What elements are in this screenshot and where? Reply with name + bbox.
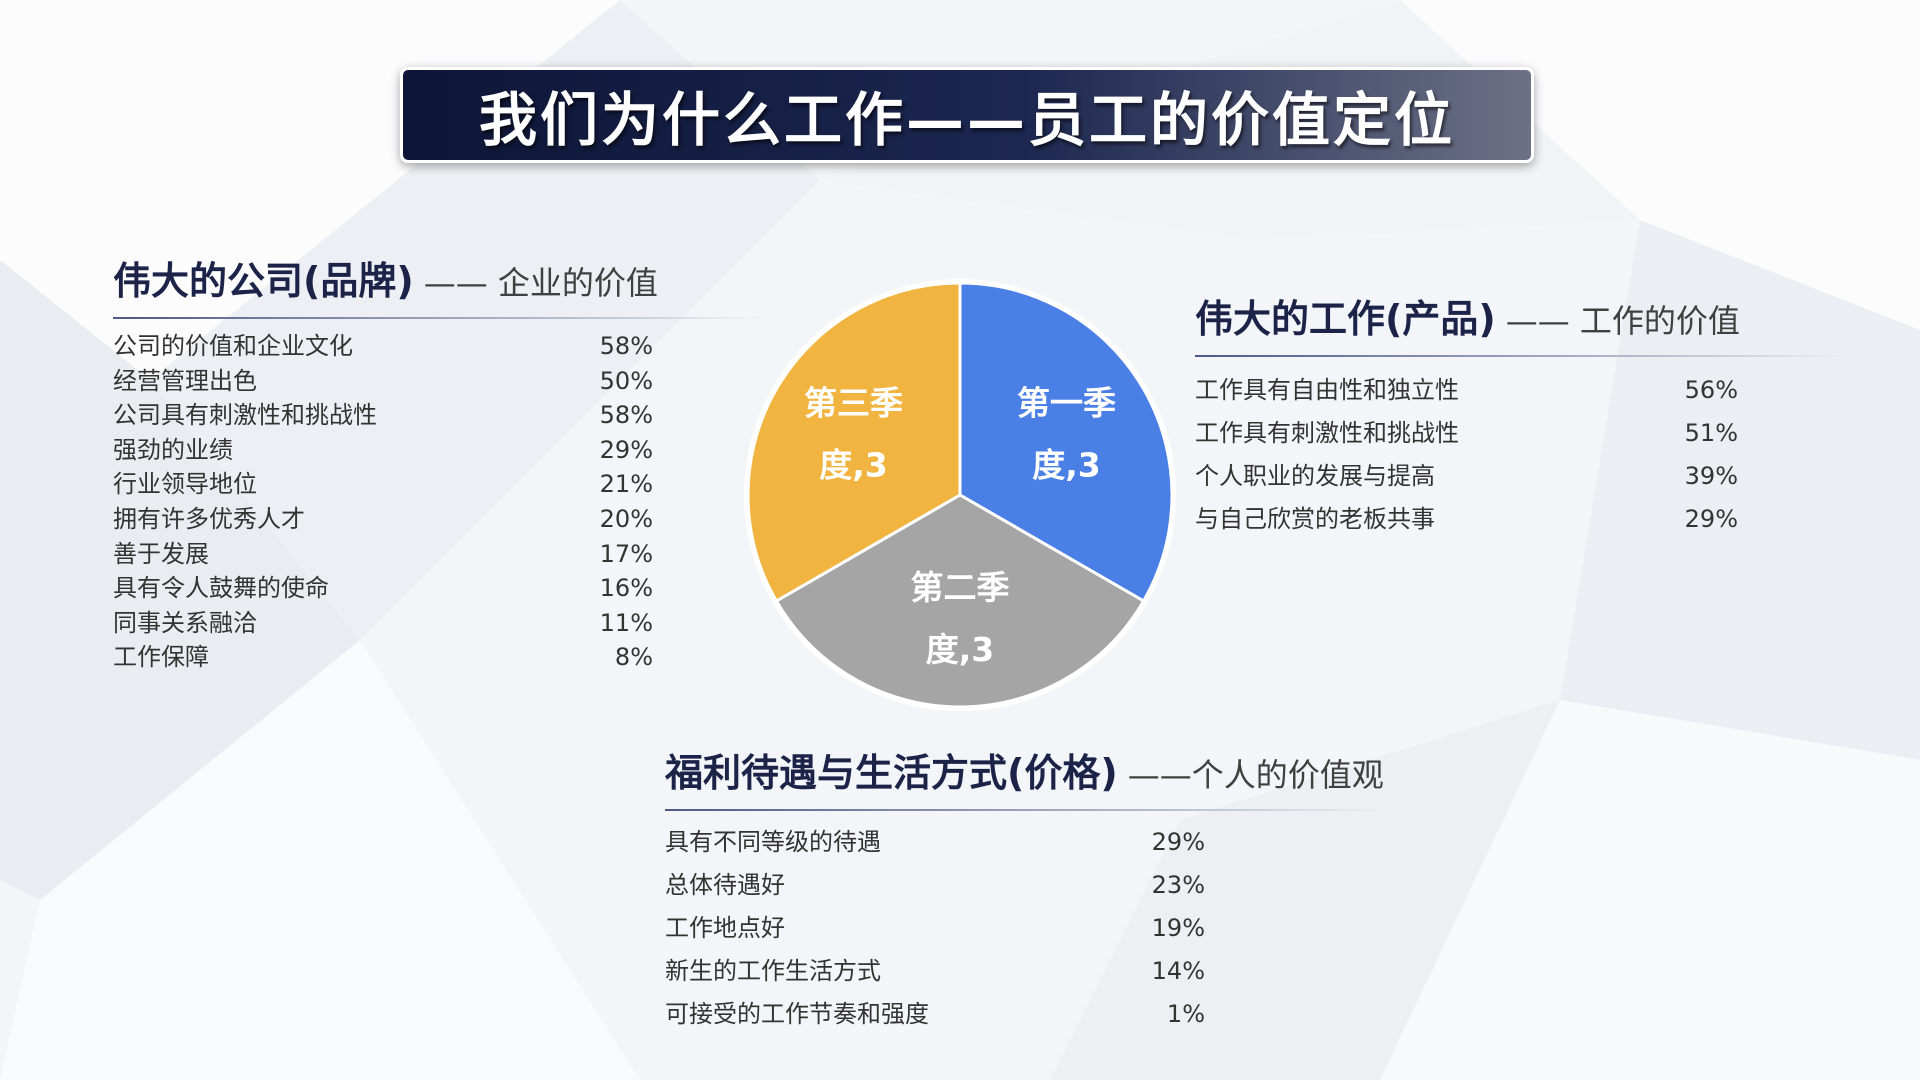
- list-item: 新生的工作生活方式 14%: [665, 950, 1205, 993]
- section-divider: [665, 809, 1385, 811]
- item-value: 29%: [599, 435, 653, 464]
- item-list: 具有不同等级的待遇 29% 总体待遇好 23% 工作地点好 19% 新生的工作生活方式…: [665, 821, 1205, 1036]
- list-item: 工作具有自由性和独立性 56%: [1195, 369, 1738, 412]
- item-label: 同事关系融洽: [113, 608, 257, 637]
- section-subtitle: —— 工作的价值: [1505, 302, 1740, 340]
- list-item: 拥有许多优秀人才 20%: [113, 502, 653, 537]
- item-label: 拥有许多优秀人才: [113, 504, 305, 533]
- item-value: 58%: [599, 401, 653, 430]
- item-label: 工作具有刺激性和挑战性: [1195, 419, 1459, 447]
- item-list: 公司的价值和企业文化 58% 经营管理出色 50% 公司具有刺激性和挑战性 58% 强…: [113, 329, 653, 675]
- section-divider: [1195, 355, 1845, 357]
- item-label: 经营管理出色: [113, 366, 257, 395]
- item-value: 8%: [614, 643, 653, 672]
- item-label: 可接受的工作节奏和强度: [665, 1000, 929, 1028]
- item-value: 14%: [1151, 957, 1205, 985]
- list-item: 总体待遇好 23%: [665, 864, 1205, 907]
- item-label: 具有不同等级的待遇: [665, 828, 881, 856]
- list-item: 公司的价值和企业文化 58%: [113, 329, 653, 364]
- item-value: 19%: [1151, 914, 1205, 942]
- item-label: 善于发展: [113, 539, 209, 568]
- pie-slice: [774, 493, 1146, 709]
- item-value: 58%: [599, 332, 653, 360]
- item-label: 行业领导地位: [113, 470, 257, 499]
- section-title: 伟大的工作(产品): [1195, 297, 1496, 341]
- list-item: 具有令人鼓舞的使命 16%: [113, 571, 653, 606]
- item-label: 公司的价值和企业文化: [113, 332, 353, 360]
- section-title: 伟大的公司(品牌): [113, 259, 414, 303]
- section-great-job: 伟大的工作(产品) —— 工作的价值 工作具有自由性和独立性 56% 工作具有刺激…: [1195, 288, 1845, 541]
- item-label: 总体待遇好: [665, 871, 785, 899]
- section-header: 伟大的公司(品牌) —— 企业的价值: [113, 250, 763, 305]
- item-label: 工作具有自由性和独立性: [1195, 376, 1459, 404]
- list-item: 善于发展 17%: [113, 537, 653, 572]
- item-label: 新生的工作生活方式: [665, 957, 881, 985]
- list-item: 公司具有刺激性和挑战性 58%: [113, 398, 653, 433]
- list-item: 与自己欣赏的老板共事 29%: [1195, 498, 1738, 541]
- pie-slice-label: 度,3: [1032, 446, 1101, 485]
- item-value: 29%: [1684, 505, 1738, 533]
- item-label: 与自己欣赏的老板共事: [1195, 505, 1435, 533]
- section-header: 伟大的工作(产品) —— 工作的价值: [1195, 288, 1845, 343]
- section-divider: [113, 317, 763, 319]
- section-subtitle: —— 企业的价值: [423, 264, 658, 302]
- pie-slice: [958, 281, 1174, 604]
- item-label: 个人职业的发展与提高: [1195, 462, 1435, 490]
- item-value: 23%: [1151, 871, 1205, 899]
- item-value: 39%: [1684, 462, 1738, 490]
- item-value: 20%: [599, 504, 653, 533]
- section-great-company: 伟大的公司(品牌) —— 企业的价值 公司的价值和企业文化 58% 经营管理出色 5…: [113, 250, 763, 675]
- item-value: 56%: [1684, 376, 1738, 404]
- item-value: 21%: [599, 470, 653, 499]
- list-item: 个人职业的发展与提高 39%: [1195, 455, 1738, 498]
- list-item: 工作具有刺激性和挑战性 51%: [1195, 412, 1738, 455]
- item-value: 50%: [599, 366, 653, 395]
- section-title: 福利待遇与生活方式(价格): [665, 751, 1118, 795]
- section-header: 福利待遇与生活方式(价格) ——个人的价值观: [665, 742, 1385, 797]
- list-item: 经营管理出色 50%: [113, 364, 653, 399]
- item-value: 1%: [1166, 1000, 1205, 1028]
- pie-slice-label: 第二季: [911, 568, 1010, 607]
- item-label: 工作保障: [113, 643, 209, 672]
- pie-slice: [746, 281, 962, 604]
- item-value: 29%: [1151, 828, 1205, 856]
- pie-slice-label: 度,3: [819, 446, 888, 485]
- item-list: 工作具有自由性和独立性 56% 工作具有刺激性和挑战性 51% 个人职业的发展与提高…: [1195, 369, 1738, 541]
- list-item: 具有不同等级的待遇 29%: [665, 821, 1205, 864]
- item-label: 具有令人鼓舞的使命: [113, 574, 329, 603]
- list-item: 工作地点好 19%: [665, 907, 1205, 950]
- list-item: 工作保障 8%: [113, 640, 653, 675]
- list-item: 行业领导地位 21%: [113, 467, 653, 502]
- item-value: 16%: [599, 574, 653, 603]
- item-label: 强劲的业绩: [113, 435, 233, 464]
- item-value: 51%: [1684, 419, 1738, 447]
- list-item: 可接受的工作节奏和强度 1%: [665, 993, 1205, 1036]
- pie-slice-label: 度,3: [926, 630, 995, 669]
- pie-slice-label: 第一季: [1017, 384, 1116, 423]
- page-title: 我们为什么工作——员工的价值定位: [478, 86, 1455, 154]
- title-banner: 我们为什么工作——员工的价值定位: [400, 67, 1534, 163]
- pie-slice-label: 第三季: [804, 384, 903, 423]
- section-benefits-lifestyle: 福利待遇与生活方式(价格) ——个人的价值观 具有不同等级的待遇 29% 总体待遇…: [665, 742, 1385, 1036]
- section-subtitle: ——个人的价值观: [1127, 756, 1384, 794]
- list-item: 同事关系融洽 11%: [113, 606, 653, 641]
- list-item: 强劲的业绩 29%: [113, 433, 653, 468]
- item-label: 公司具有刺激性和挑战性: [113, 401, 377, 430]
- item-value: 11%: [599, 608, 653, 637]
- item-label: 工作地点好: [665, 914, 785, 942]
- item-value: 17%: [599, 539, 653, 568]
